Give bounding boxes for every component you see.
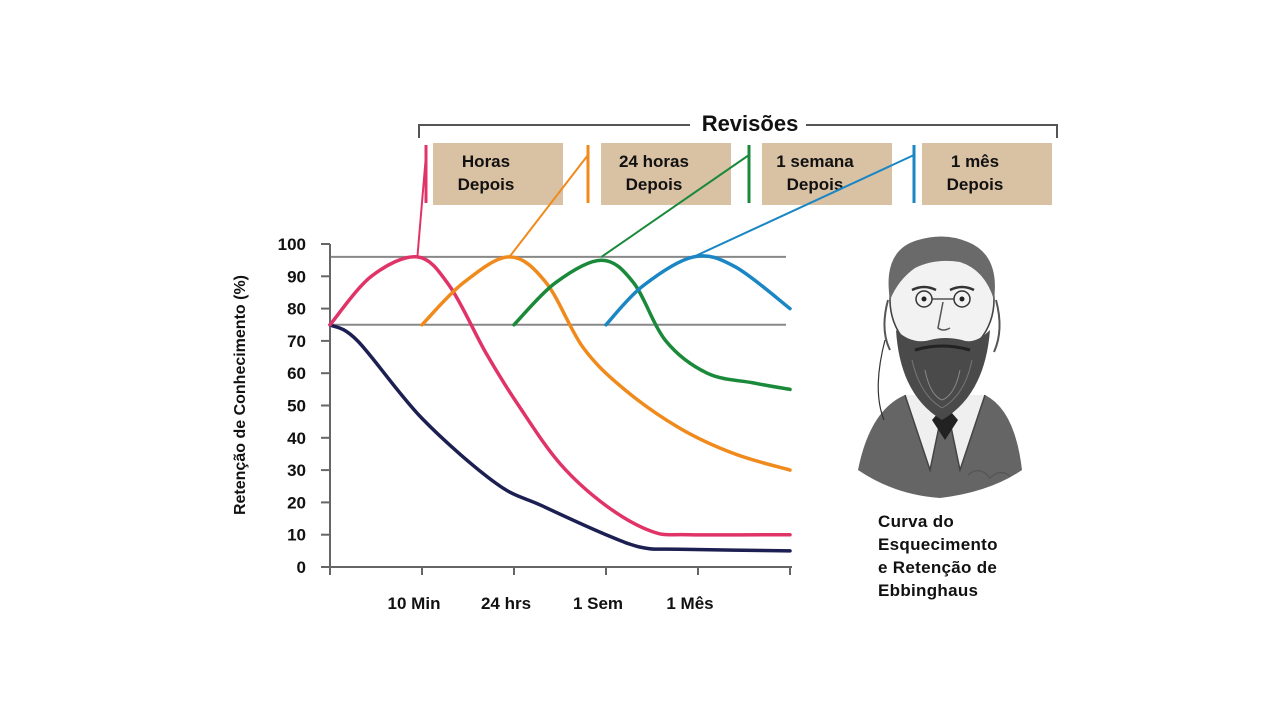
review-connector-4 xyxy=(692,154,915,258)
review-box-2 xyxy=(601,143,731,205)
y-tick-label-90: 90 xyxy=(287,267,306,286)
tick-labels: 0 10 20 30 40 50 60 70 80 90 100 10 Min 24 hrs 1 Sem 1… xyxy=(278,235,714,613)
review-connector-3 xyxy=(600,154,750,258)
y-tick-label-10: 10 xyxy=(287,526,306,545)
caption-line-2: Esquecimento xyxy=(878,535,998,554)
caption-line-1: Curva do xyxy=(878,512,955,531)
review-box-1 xyxy=(433,143,563,205)
y-tick-label-50: 50 xyxy=(287,397,306,416)
y-tick-label-70: 70 xyxy=(287,332,306,351)
y-tick-label-20: 20 xyxy=(287,493,306,512)
revisions-header: Revisões xyxy=(418,111,1058,138)
hermann-ebbinghaus-portrait xyxy=(858,236,1022,498)
retention-curve-2 xyxy=(328,255,792,537)
x-tick-label-2: 24 hrs xyxy=(481,594,531,613)
y-tick-label-0: 0 xyxy=(297,558,306,577)
y-tick-label-60: 60 xyxy=(287,364,306,383)
x-tick-label-4: 1 Mês xyxy=(666,594,713,613)
review-box-2-line-1: 24 horas xyxy=(619,152,689,171)
review-box-3-line-2: Depois xyxy=(787,175,844,194)
review-boxes: Horas Depois 24 horas Depois 1 semana Depois 1… xyxy=(424,143,1052,205)
x-tick-label-1: 10 Min xyxy=(388,594,441,613)
review-box-4-line-2: Depois xyxy=(947,175,1004,194)
review-connector-2 xyxy=(508,154,589,258)
reference-lines xyxy=(330,255,786,326)
chart-title: Revisões xyxy=(702,111,799,136)
review-connectors xyxy=(416,154,915,258)
x-tick-label-3: 1 Sem xyxy=(573,594,623,613)
retention-series xyxy=(328,254,792,553)
y-tick-label-30: 30 xyxy=(287,461,306,480)
review-box-1-line-2: Depois xyxy=(458,175,515,194)
retention-curve-1 xyxy=(328,323,792,553)
y-axis-label: Retenção de Conhecimento (%) xyxy=(232,275,249,515)
review-box-3-line-1: 1 semana xyxy=(776,152,854,171)
retention-curve-4 xyxy=(512,258,792,392)
review-box-4-line-1: 1 mês xyxy=(951,152,999,171)
caption-line-3: e Retenção de xyxy=(878,558,998,577)
review-box-2-line-2: Depois xyxy=(626,175,683,194)
review-box-4 xyxy=(922,143,1052,205)
revisions-bracket xyxy=(418,124,1058,138)
caption-line-4: Ebbinghaus xyxy=(878,581,979,600)
y-tick-label-100: 100 xyxy=(278,235,306,254)
y-tick-label-80: 80 xyxy=(287,300,306,319)
retention-curve-3 xyxy=(420,255,792,472)
y-tick-label-40: 40 xyxy=(287,429,306,448)
axes xyxy=(321,243,792,575)
review-box-1-line-1: Horas xyxy=(462,152,510,171)
chart-caption: Curva do Esquecimento e Retenção de Ebbingh… xyxy=(878,510,1078,602)
review-connector-1 xyxy=(416,154,427,258)
retention-curve-5 xyxy=(604,254,792,327)
